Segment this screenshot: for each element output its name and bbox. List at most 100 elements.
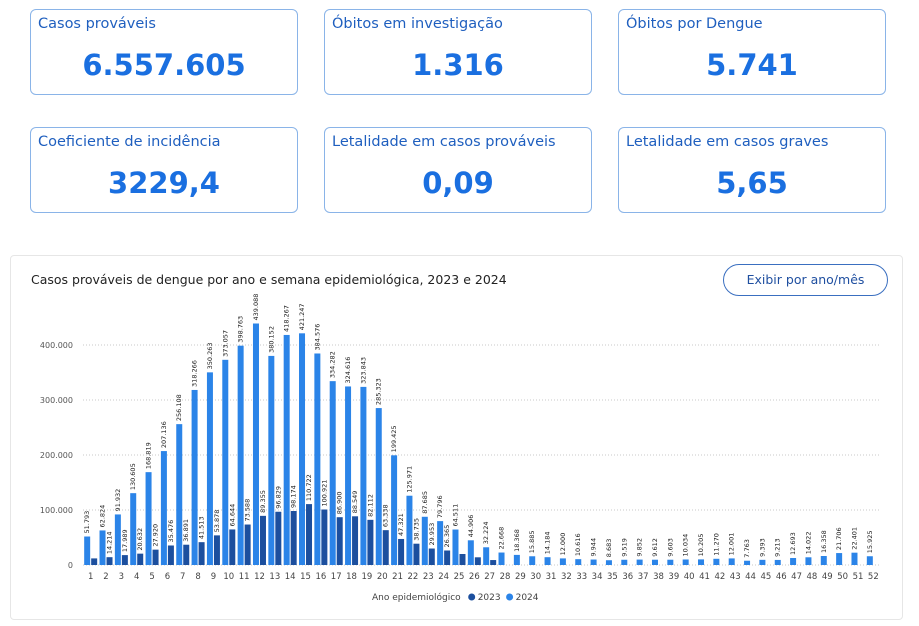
data-label: 26.365 (443, 525, 451, 548)
bar (559, 558, 566, 565)
bar (275, 511, 282, 565)
x-tick-label: 2 (103, 572, 108, 582)
bar (367, 519, 374, 565)
bar (268, 355, 275, 565)
chart-panel (10, 255, 903, 620)
data-label: 73.588 (244, 499, 252, 522)
x-tick-label: 47 (791, 572, 802, 582)
data-label: 199.425 (390, 425, 398, 452)
data-label: 334.282 (329, 351, 337, 378)
data-label: 9.213 (774, 538, 782, 557)
bar (544, 557, 551, 565)
bar (299, 333, 306, 565)
x-tick-label: 31 (546, 572, 557, 582)
bar (459, 554, 466, 565)
data-label: 12.693 (789, 532, 797, 555)
bar (382, 530, 389, 565)
kpi-value: 0,09 (422, 166, 494, 200)
data-label: 86.900 (336, 491, 344, 514)
bar (329, 381, 336, 565)
toggle-button[interactable]: Exibir por ano/mês (723, 264, 888, 296)
data-label: 318.266 (191, 360, 199, 387)
x-tick-label: 46 (776, 572, 787, 582)
data-label: 110.722 (305, 474, 313, 501)
data-label: 96.829 (274, 486, 282, 509)
bar (636, 559, 643, 565)
data-label: 51.793 (83, 511, 91, 534)
x-tick-label: 6 (165, 572, 170, 582)
bar (84, 536, 91, 565)
y-tick-label: 100.000 (40, 506, 73, 515)
data-label: 14.022 (804, 532, 812, 555)
bar (183, 544, 190, 565)
data-label: 18.368 (513, 529, 521, 552)
y-tick-label: 200.000 (40, 451, 73, 460)
bar (744, 560, 751, 565)
x-tick-label: 27 (484, 572, 495, 582)
kpi-card: Letalidade em casos graves 5,65 (618, 127, 886, 213)
bar (851, 552, 858, 565)
data-label: 7.763 (743, 539, 751, 558)
bar (682, 559, 689, 565)
kpi-label: Letalidade em casos graves (626, 134, 829, 150)
data-label: 9.519 (620, 538, 628, 557)
bar (866, 556, 873, 565)
x-tick-label: 24 (438, 572, 449, 582)
bar (490, 560, 497, 565)
chart-title: Casos prováveis de dengue por ano e sema… (31, 272, 507, 287)
x-tick-label: 7 (180, 572, 185, 582)
bar (229, 529, 236, 565)
x-tick-label: 41 (699, 572, 710, 582)
data-label: 9.603 (666, 538, 674, 557)
x-tick-label: 1 (88, 572, 93, 582)
bar (130, 493, 137, 565)
kpi-value: 6.557.605 (82, 48, 246, 82)
data-label: 373.057 (221, 330, 229, 357)
kpi-value: 3229,4 (108, 166, 220, 200)
bar (283, 334, 290, 565)
bar (421, 516, 428, 565)
bar (529, 556, 536, 565)
data-label: 10.034 (682, 534, 690, 557)
bar (805, 557, 812, 565)
bar (375, 408, 382, 565)
data-label: 125.971 (405, 466, 413, 493)
bar (590, 559, 597, 565)
data-label: 16.358 (820, 530, 828, 553)
kpi-label: Letalidade em casos prováveis (332, 134, 556, 150)
x-tick-label: 25 (454, 572, 465, 582)
data-label: 8.683 (605, 539, 613, 558)
bar (413, 543, 420, 565)
data-label: 439.088 (252, 294, 260, 321)
bar (398, 538, 405, 565)
data-label: 421.247 (298, 303, 306, 330)
bar (728, 558, 735, 565)
bar (213, 535, 220, 565)
bar (145, 472, 152, 565)
data-label: 98.174 (290, 485, 298, 508)
data-label: 256.108 (175, 394, 183, 421)
bar (321, 509, 328, 565)
data-label: 35.476 (167, 520, 175, 543)
bar (222, 359, 229, 565)
kpi-card: Letalidade em casos prováveis 0,09 (324, 127, 592, 213)
data-label: 22.401 (850, 527, 858, 550)
kpi-card: Casos prováveis 6.557.605 (30, 9, 298, 95)
kpi-value: 1.316 (412, 48, 504, 82)
bar (651, 559, 658, 565)
bar (467, 540, 474, 565)
x-tick-label: 22 (408, 572, 419, 582)
bar (336, 517, 343, 565)
bar (790, 558, 797, 565)
kpi-label: Coeficiente de incidência (38, 134, 221, 150)
data-label: 38.735 (412, 518, 420, 541)
x-tick-label: 21 (392, 572, 403, 582)
bar (314, 353, 321, 565)
data-label: 398.763 (237, 316, 245, 343)
bar (444, 550, 451, 565)
kpi-card: Óbitos em investigação 1.316 (324, 9, 592, 95)
x-tick-label: 42 (714, 572, 725, 582)
data-label: 14.214 (106, 531, 114, 554)
bar (391, 455, 398, 565)
data-label: 64.644 (228, 504, 236, 527)
